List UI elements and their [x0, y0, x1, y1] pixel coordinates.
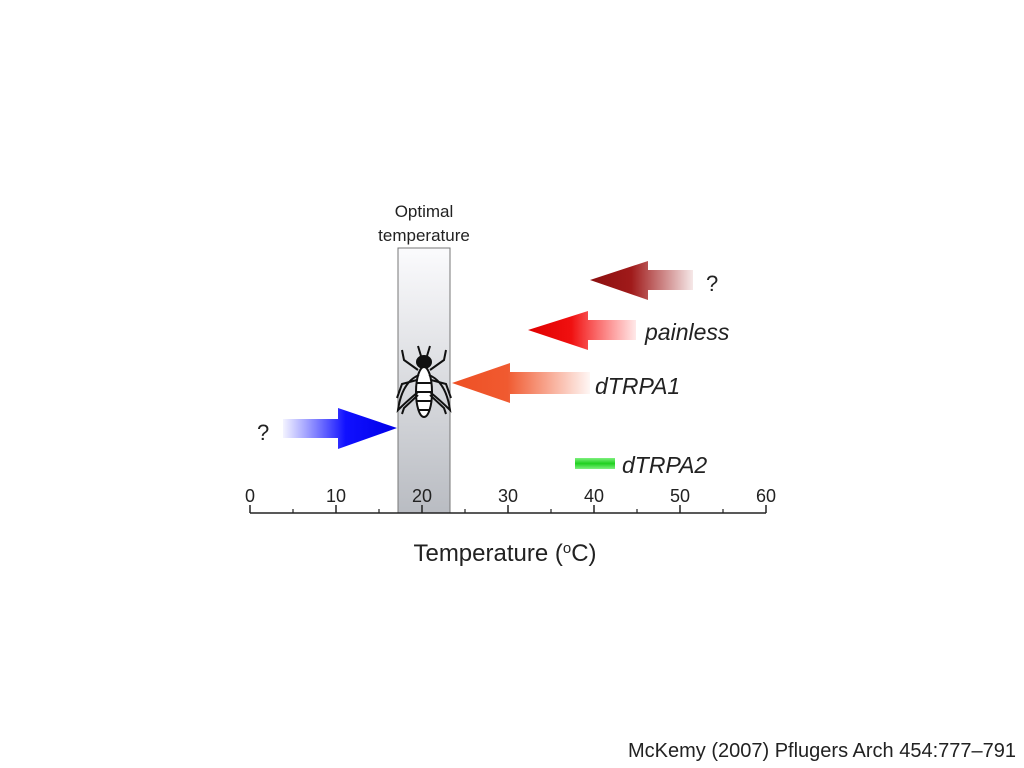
tick-label: 0: [245, 486, 255, 506]
fly-icon: [396, 345, 452, 418]
arrow-painless: [528, 311, 636, 350]
dtrpa2-bar: [575, 458, 615, 469]
citation: McKemy (2007) Pflugers Arch 454:777–791: [628, 740, 1016, 762]
arrow-label: dTRPA2: [622, 452, 707, 478]
arrow-unknown-heat: [590, 261, 693, 300]
tick-label: 50: [670, 486, 690, 506]
tick-label: 40: [584, 486, 604, 506]
axis-title-text: C): [571, 540, 596, 567]
optimal-label: temperature: [378, 226, 470, 245]
optimal-label: Optimal: [395, 202, 454, 221]
arrow-unknown-cold: [283, 408, 397, 449]
tick-label: 60: [756, 486, 776, 506]
arrow-label: dTRPA1: [595, 373, 680, 399]
axis-title-text: Temperature (: [413, 540, 562, 567]
arrow-label: ?: [706, 271, 718, 296]
arrow-label: ?: [257, 420, 269, 445]
tick-label: 30: [498, 486, 518, 506]
arrow-label: painless: [644, 319, 730, 345]
arrow-dtrpa1: [452, 363, 590, 403]
tick-label: 20: [412, 486, 432, 506]
tick-label: 10: [326, 486, 346, 506]
axis-title-sup: o: [563, 540, 571, 557]
axis-title: Temperature (oC): [413, 540, 596, 567]
